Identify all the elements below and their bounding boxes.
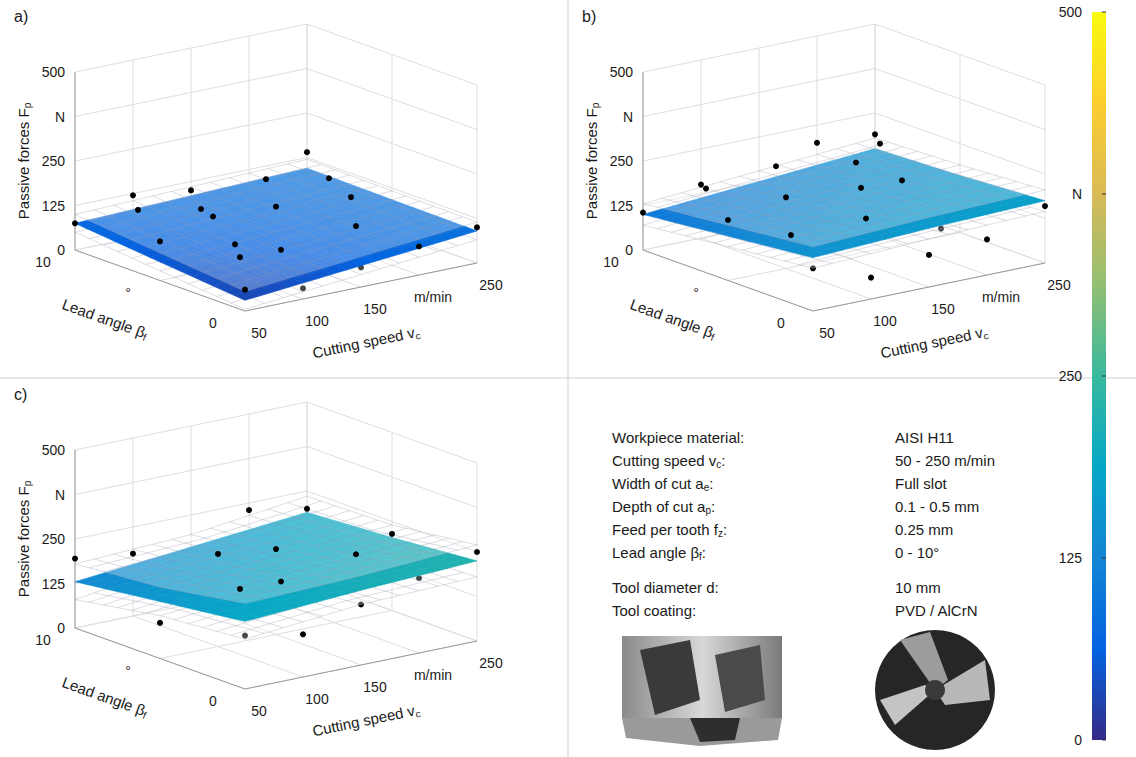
svg-text:Cutting speed v: Cutting speed v: [879, 324, 985, 362]
svg-text:m/min: m/min: [982, 289, 1020, 305]
svg-text:N: N: [623, 109, 633, 125]
svg-text:Full slot: Full slot: [895, 475, 948, 492]
svg-text:Lead angle β: Lead angle β: [612, 544, 699, 561]
svg-text:125: 125: [1059, 550, 1083, 566]
svg-text:f: f: [709, 332, 716, 343]
svg-text:Workpiece material:: Workpiece material:: [612, 429, 744, 446]
svg-text:f: f: [141, 710, 148, 721]
svg-text:Depth of cut a: Depth of cut a: [612, 498, 706, 515]
svg-text:500: 500: [42, 442, 66, 458]
svg-text::: :: [702, 544, 706, 561]
svg-text:50 - 250 m/min: 50 - 250 m/min: [895, 452, 995, 469]
svg-text:f: f: [699, 551, 702, 562]
svg-text:p: p: [590, 102, 601, 108]
svg-text:50: 50: [819, 325, 835, 341]
svg-text:250: 250: [610, 153, 634, 169]
svg-text:Cutting speed v: Cutting speed v: [311, 702, 417, 740]
svg-text:°: °: [125, 663, 131, 679]
svg-text::: :: [711, 498, 715, 515]
svg-text:250: 250: [42, 531, 66, 547]
svg-text:Passive forces F: Passive forces F: [583, 108, 600, 219]
svg-text:Lead angle β: Lead angle β: [628, 295, 716, 341]
svg-text:p: p: [22, 102, 33, 108]
svg-text:50: 50: [251, 325, 267, 341]
svg-text:0: 0: [57, 620, 65, 636]
svg-text:a): a): [14, 8, 28, 25]
svg-text:e: e: [703, 482, 710, 493]
svg-text:c: c: [414, 330, 421, 342]
svg-text:125: 125: [42, 576, 66, 592]
svg-text:100: 100: [305, 313, 329, 329]
svg-text:c: c: [716, 459, 722, 470]
svg-text:f: f: [141, 332, 148, 343]
svg-text:b): b): [582, 8, 596, 25]
svg-text:PVD / AlCrN: PVD / AlCrN: [895, 602, 978, 619]
svg-text:c: c: [414, 708, 421, 720]
svg-text:10 mm: 10 mm: [895, 579, 941, 596]
svg-text:150: 150: [363, 679, 387, 695]
svg-text:Passive forces F: Passive forces F: [15, 108, 32, 219]
svg-text:°: °: [125, 285, 131, 301]
svg-text:p: p: [22, 480, 33, 486]
svg-text:Tool coating:: Tool coating:: [612, 602, 696, 619]
svg-text:0: 0: [625, 242, 633, 258]
svg-text:100: 100: [873, 313, 897, 329]
svg-text:125: 125: [42, 198, 66, 214]
svg-text:0.1 - 0.5 mm: 0.1 - 0.5 mm: [895, 498, 979, 515]
svg-text:Width of cut a: Width of cut a: [612, 475, 704, 492]
svg-text:AISI H11: AISI H11: [895, 429, 954, 446]
svg-text:250: 250: [42, 153, 66, 169]
svg-text:p: p: [705, 505, 711, 516]
svg-text:Lead angle β: Lead angle β: [60, 295, 148, 341]
svg-text:Passive forces F: Passive forces F: [15, 486, 32, 597]
svg-text:150: 150: [363, 301, 387, 317]
svg-text:c): c): [14, 386, 27, 403]
svg-text:250: 250: [1047, 277, 1071, 293]
svg-text:250: 250: [479, 277, 503, 293]
svg-text:z: z: [717, 528, 723, 539]
svg-text:100: 100: [305, 691, 329, 707]
svg-text:c: c: [982, 330, 989, 342]
svg-text:0: 0: [209, 315, 217, 331]
svg-text:0: 0: [209, 693, 217, 709]
svg-text:Feed per tooth f: Feed per tooth f: [612, 521, 719, 538]
svg-text:N: N: [55, 487, 65, 503]
svg-text:10: 10: [35, 632, 51, 648]
svg-text:500: 500: [1059, 4, 1083, 20]
svg-text:0: 0: [1074, 732, 1082, 748]
svg-text:Cutting speed v: Cutting speed v: [311, 324, 417, 362]
svg-text:250: 250: [479, 655, 503, 671]
svg-text:125: 125: [610, 198, 634, 214]
svg-text:N: N: [55, 109, 65, 125]
svg-text:500: 500: [610, 64, 634, 80]
svg-text:500: 500: [42, 64, 66, 80]
svg-text:Lead angle β: Lead angle β: [60, 673, 148, 719]
svg-text:m/min: m/min: [414, 289, 452, 305]
svg-text:0: 0: [57, 242, 65, 258]
svg-text:0.25 mm: 0.25 mm: [895, 521, 953, 538]
svg-text:m/min: m/min: [414, 667, 452, 683]
svg-text:10: 10: [35, 254, 51, 270]
svg-text:50: 50: [251, 703, 267, 719]
svg-text:150: 150: [931, 301, 955, 317]
svg-text:Tool diameter d:: Tool diameter d:: [612, 579, 719, 596]
svg-text:10: 10: [603, 254, 619, 270]
svg-text::: :: [709, 475, 713, 492]
svg-text::: :: [723, 521, 727, 538]
svg-text:0 - 10°: 0 - 10°: [895, 544, 939, 561]
svg-text:0: 0: [777, 315, 785, 331]
svg-text:°: °: [693, 285, 699, 301]
svg-text:Cutting speed v: Cutting speed v: [612, 452, 717, 469]
svg-text:N: N: [1072, 186, 1082, 202]
svg-text::: :: [721, 452, 725, 469]
svg-text:250: 250: [1059, 368, 1083, 384]
